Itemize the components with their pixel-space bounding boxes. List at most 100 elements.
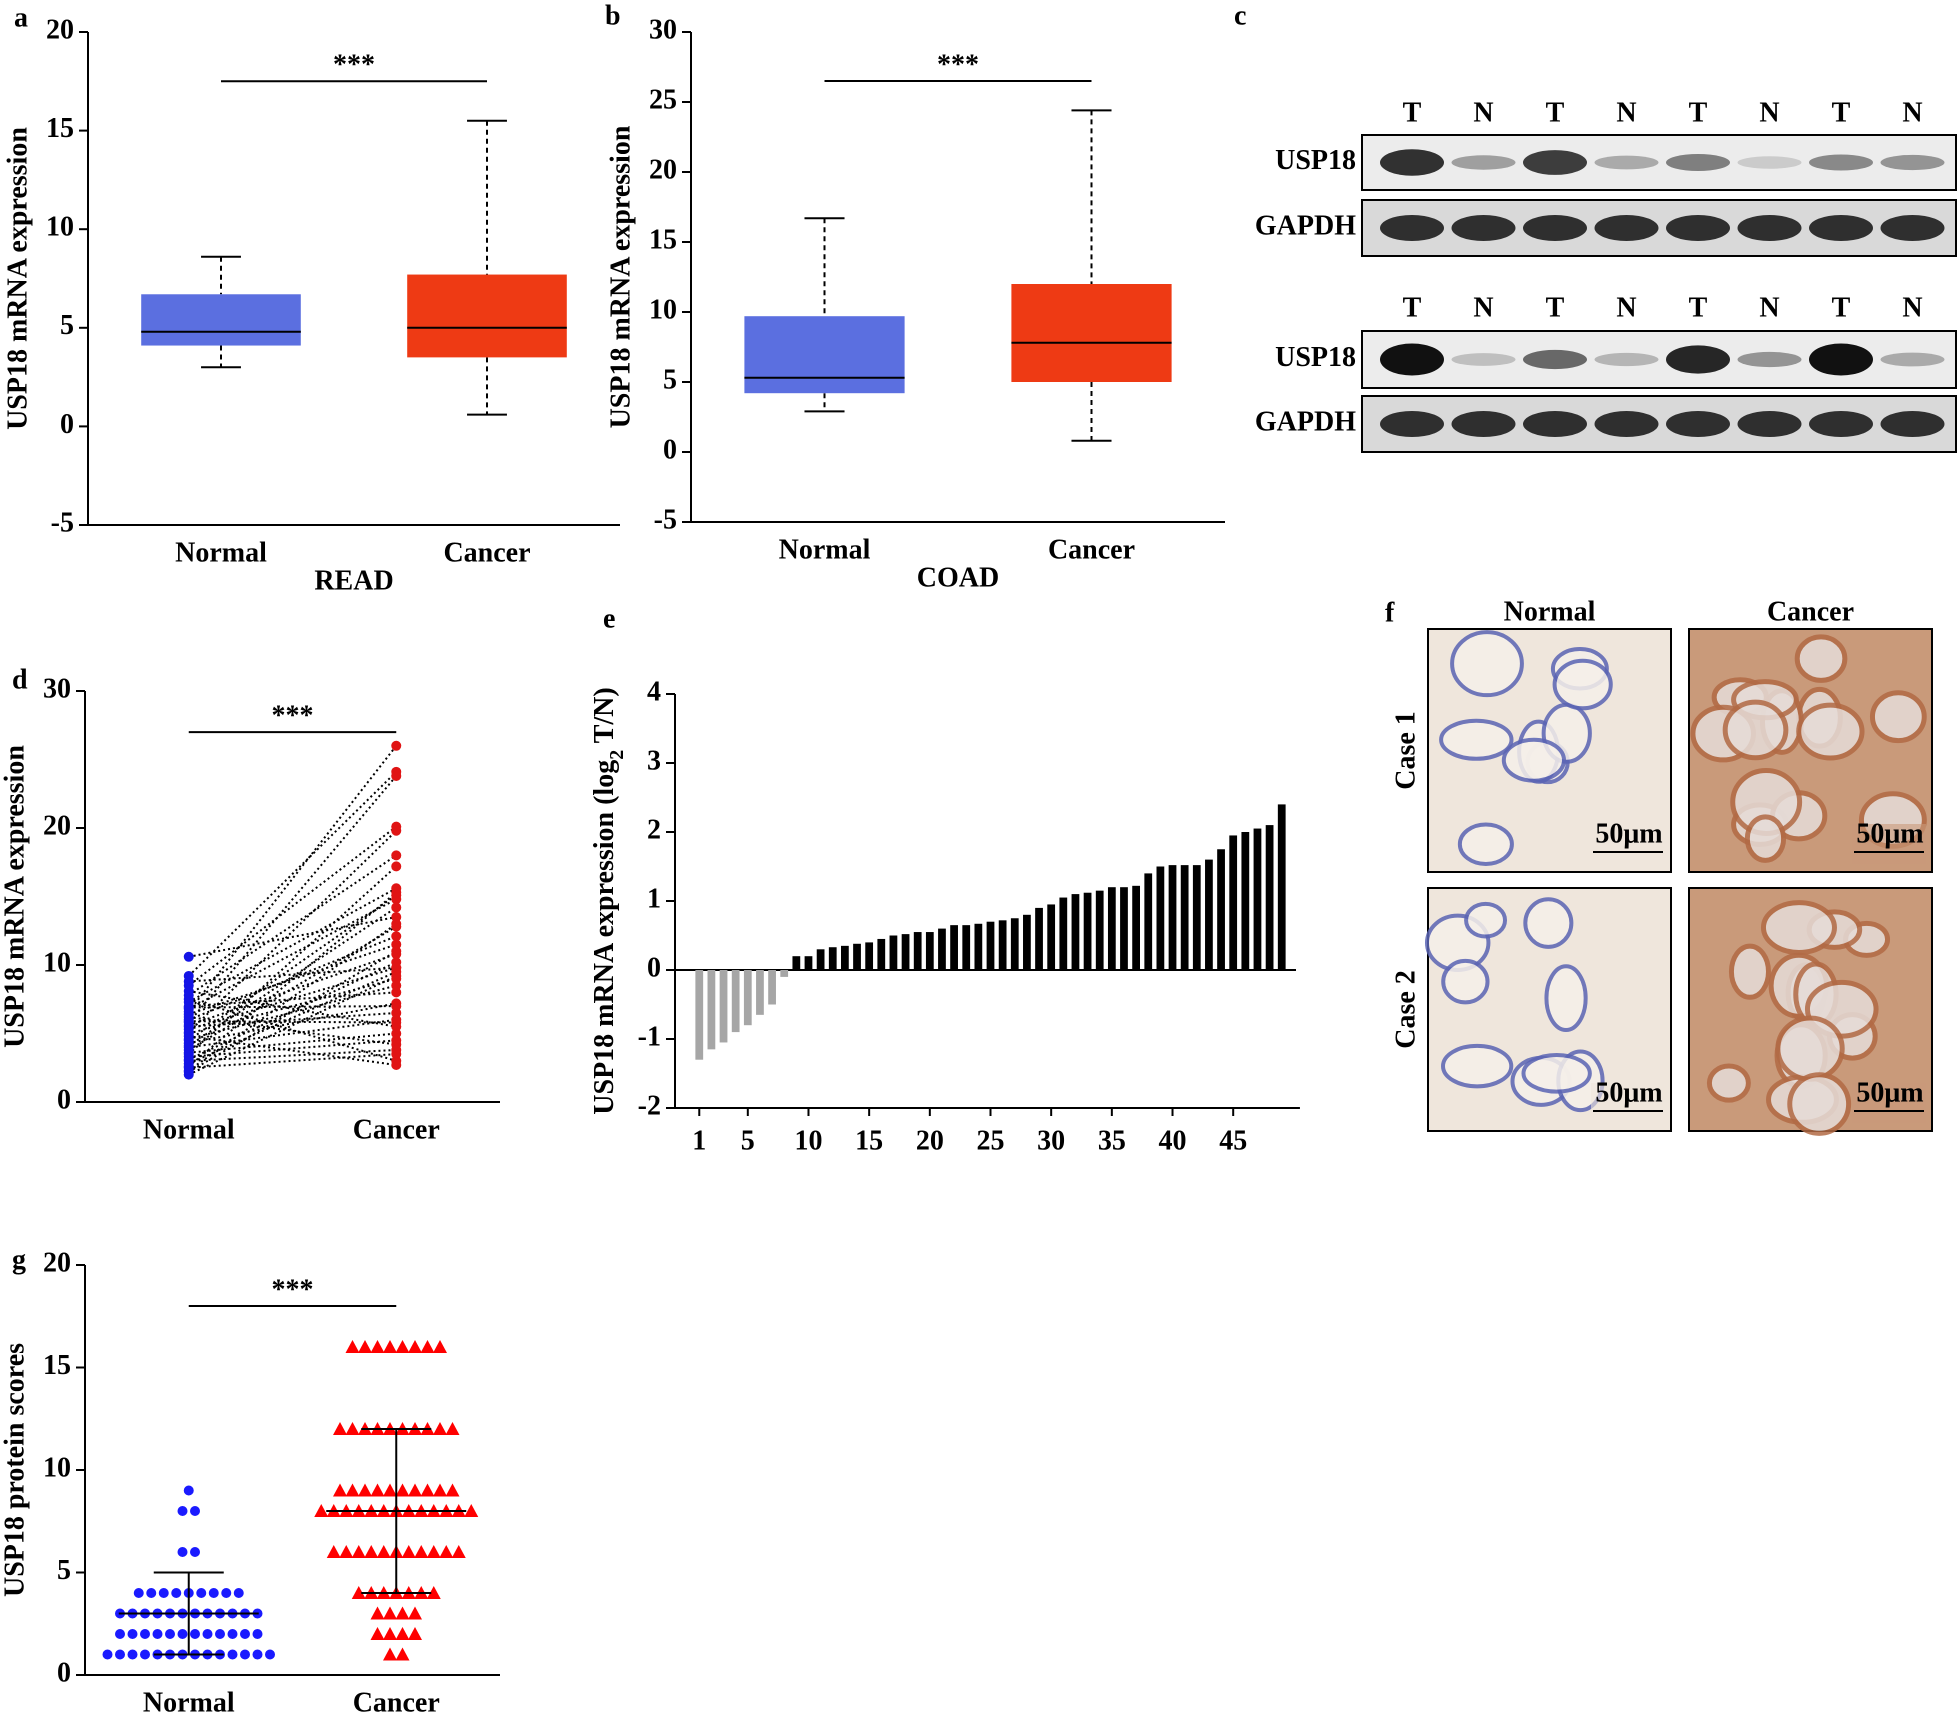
blot-band (1451, 411, 1516, 437)
y-tick-label: 0 (57, 1084, 71, 1115)
bar (1107, 887, 1116, 970)
y-tick-label: 30 (649, 14, 677, 45)
point (364, 1545, 379, 1558)
box (407, 274, 567, 358)
point (133, 1588, 144, 1598)
lane-label: N (1473, 292, 1493, 323)
point (391, 850, 402, 861)
point (464, 1504, 479, 1517)
pair-line (188, 953, 397, 1027)
x-tick-label: 15 (855, 1125, 883, 1156)
y-tick-label: 15 (649, 224, 677, 255)
pair-line (188, 990, 397, 1028)
x-tick-label: 35 (1098, 1125, 1126, 1156)
x-tick-label: 45 (1219, 1125, 1247, 1156)
point (420, 1340, 435, 1353)
scale-bar-label: 50μm (1595, 818, 1662, 849)
point (414, 1545, 429, 1558)
blot-band (1666, 154, 1730, 171)
lane-label: T (1403, 97, 1422, 128)
bar (695, 970, 704, 1060)
bar (1241, 832, 1250, 970)
pair-line (188, 935, 397, 1021)
tissue-structure (1464, 901, 1508, 939)
y-tick-label: 0 (60, 409, 74, 440)
lane-label: N (1902, 292, 1922, 323)
row-label: USP18 (1275, 145, 1356, 176)
bar (707, 970, 716, 1050)
bar (804, 956, 813, 970)
tissue-structure (1439, 718, 1514, 761)
blot-band (1737, 411, 1802, 437)
point (370, 1606, 385, 1620)
blot-band (1594, 155, 1659, 170)
x-tick-label: Cancer (443, 537, 530, 568)
lane-label: N (1616, 97, 1636, 128)
bar (719, 970, 728, 1043)
bar (1047, 904, 1056, 970)
lane-label: N (1902, 97, 1922, 128)
bar (768, 970, 776, 1005)
point (351, 1545, 366, 1558)
point (408, 1340, 422, 1353)
bar (816, 949, 825, 970)
x-tick-label: 10 (794, 1125, 822, 1156)
blot-strip (1361, 134, 1957, 191)
y-tick-label: 10 (43, 1452, 71, 1483)
point (190, 1506, 200, 1516)
pair-line (188, 891, 397, 1068)
tissue-structure (1523, 897, 1574, 949)
point (345, 1483, 360, 1497)
point (433, 1340, 447, 1353)
point (391, 1035, 402, 1046)
y-tick-label: 5 (663, 364, 677, 395)
x-tick-label: Normal (143, 1114, 235, 1145)
tissue-structure (1869, 690, 1927, 744)
bar (901, 934, 910, 970)
bar (950, 925, 958, 970)
panel-letter: f (1385, 597, 1395, 628)
pair-line (188, 830, 397, 1033)
x-tick-label: Normal (143, 1687, 235, 1712)
point (333, 1483, 347, 1497)
blot-band (1594, 411, 1659, 437)
blot-band (1380, 215, 1444, 241)
point (391, 931, 402, 942)
panel-letter: g (12, 1244, 26, 1275)
y-tick-label: 10 (46, 212, 74, 243)
point (115, 1649, 125, 1660)
bar (1277, 804, 1286, 970)
bar (986, 921, 995, 970)
pair-line (187, 775, 398, 1024)
blot-band (1666, 215, 1730, 241)
point (433, 1483, 447, 1497)
point (395, 1647, 410, 1661)
point (383, 1340, 397, 1353)
blot-band (1523, 349, 1587, 370)
point (391, 1001, 402, 1012)
x-tick-label: 25 (977, 1125, 1005, 1156)
point (391, 825, 402, 836)
point (420, 1483, 435, 1497)
point (391, 902, 402, 913)
point (240, 1649, 250, 1660)
bar (1265, 825, 1274, 970)
row-label: USP18 (1275, 342, 1356, 373)
blot-band (1380, 411, 1444, 437)
bar (1156, 866, 1165, 970)
bar (962, 925, 971, 970)
bar (1253, 828, 1262, 970)
pair-line (188, 943, 397, 1016)
lane-label: T (1546, 97, 1565, 128)
point (391, 1028, 402, 1039)
point (451, 1545, 466, 1558)
y-tick-label: -5 (51, 507, 74, 538)
point (314, 1504, 329, 1517)
lane-label: N (1759, 292, 1779, 323)
bar (925, 932, 934, 970)
pair-line (188, 923, 397, 1072)
point (165, 1629, 175, 1639)
pair-line (188, 977, 397, 1035)
point (233, 1588, 244, 1598)
